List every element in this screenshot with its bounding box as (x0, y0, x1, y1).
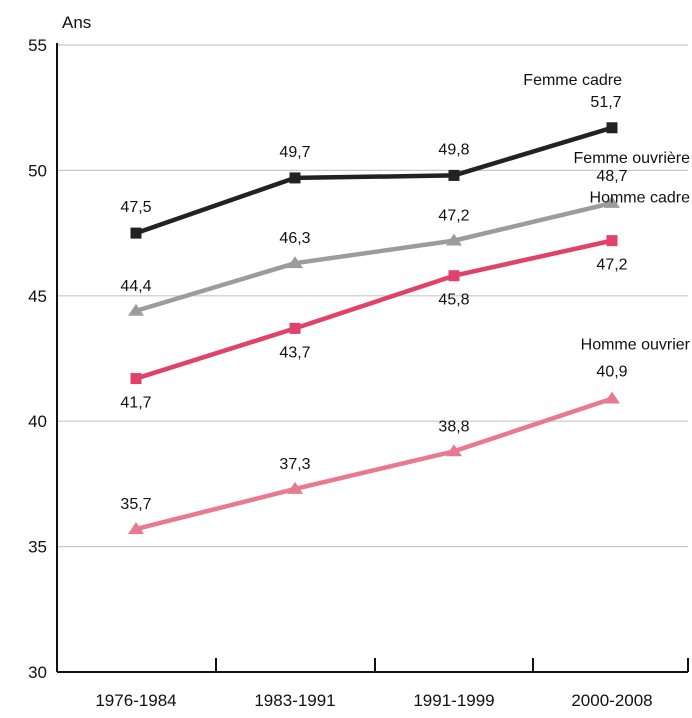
data-point-marker (289, 322, 301, 334)
axes (56, 43, 689, 673)
y-axis-ticks: 30 35 40 45 50 55 (28, 36, 47, 682)
series-line (135, 238, 613, 381)
data-point-marker (130, 227, 142, 239)
data-point-marker (287, 256, 303, 269)
data-label: 41,7 (120, 395, 151, 412)
data-point-marker (289, 172, 301, 184)
data-label: 37,3 (279, 456, 310, 473)
data-point-marker (604, 391, 620, 404)
y-tick-label: 35 (28, 538, 47, 557)
x-tick-label: 1991-1999 (413, 691, 494, 710)
data-point-marker (287, 481, 303, 494)
data-label: 49,7 (279, 144, 310, 161)
data-label: 45,8 (438, 292, 469, 309)
data-label: 49,8 (438, 141, 469, 158)
y-tick-label: 55 (28, 36, 47, 55)
series-line (135, 125, 613, 236)
x-tick-label: 1983-1991 (254, 691, 335, 710)
data-point-marker (606, 122, 618, 134)
grid-lines (57, 44, 688, 548)
series-homme-cadre: 41,7 43,7 45,8 47,2 Homme cadre (120, 190, 690, 412)
data-label: 35,7 (120, 496, 151, 513)
data-point-marker (448, 169, 460, 181)
series-line (135, 396, 613, 532)
series-name-label: Femme ouvrière (574, 150, 691, 167)
series-homme-ouvrier: 35,7 37,3 38,8 40,9 Homme ouvrier (120, 337, 691, 534)
y-axis-unit-label: Ans (62, 13, 91, 32)
data-label: 48,7 (596, 168, 627, 185)
data-label: 47,2 (596, 257, 627, 274)
series-name-label: Homme cadre (590, 190, 691, 207)
data-label: 44,4 (120, 278, 151, 295)
y-tick-label: 30 (28, 663, 47, 682)
data-label: 47,2 (438, 208, 469, 225)
x-tick-label: 1976-1984 (95, 691, 176, 710)
data-label: 47,5 (120, 199, 151, 216)
data-point-marker (446, 233, 462, 246)
data-label: 40,9 (596, 364, 627, 381)
data-point-marker (128, 522, 144, 534)
data-label: 46,3 (279, 230, 310, 247)
y-tick-label: 40 (28, 412, 47, 431)
y-tick-label: 45 (28, 287, 47, 306)
data-label: 43,7 (279, 344, 310, 361)
data-point-marker (446, 444, 462, 457)
series-name-label: Homme ouvrier (581, 337, 691, 354)
data-point-marker (604, 196, 620, 208)
series-femme-cadre: 47,5 49,7 49,8 51,7 Femme cadre (120, 72, 622, 239)
data-point-marker (128, 303, 144, 316)
data-point-marker (130, 373, 142, 385)
data-point-marker (448, 270, 460, 282)
y-tick-label: 50 (28, 161, 47, 180)
series-name-label: Femme cadre (523, 72, 622, 89)
data-point-marker (606, 235, 618, 247)
series-line (135, 200, 613, 314)
x-axis-ticks: 1976-1984 1983-1991 1991-1999 2000-2008 (95, 691, 652, 710)
data-label: 51,7 (590, 94, 621, 111)
x-tick-label: 2000-2008 (571, 691, 652, 710)
data-label: 38,8 (438, 418, 469, 435)
